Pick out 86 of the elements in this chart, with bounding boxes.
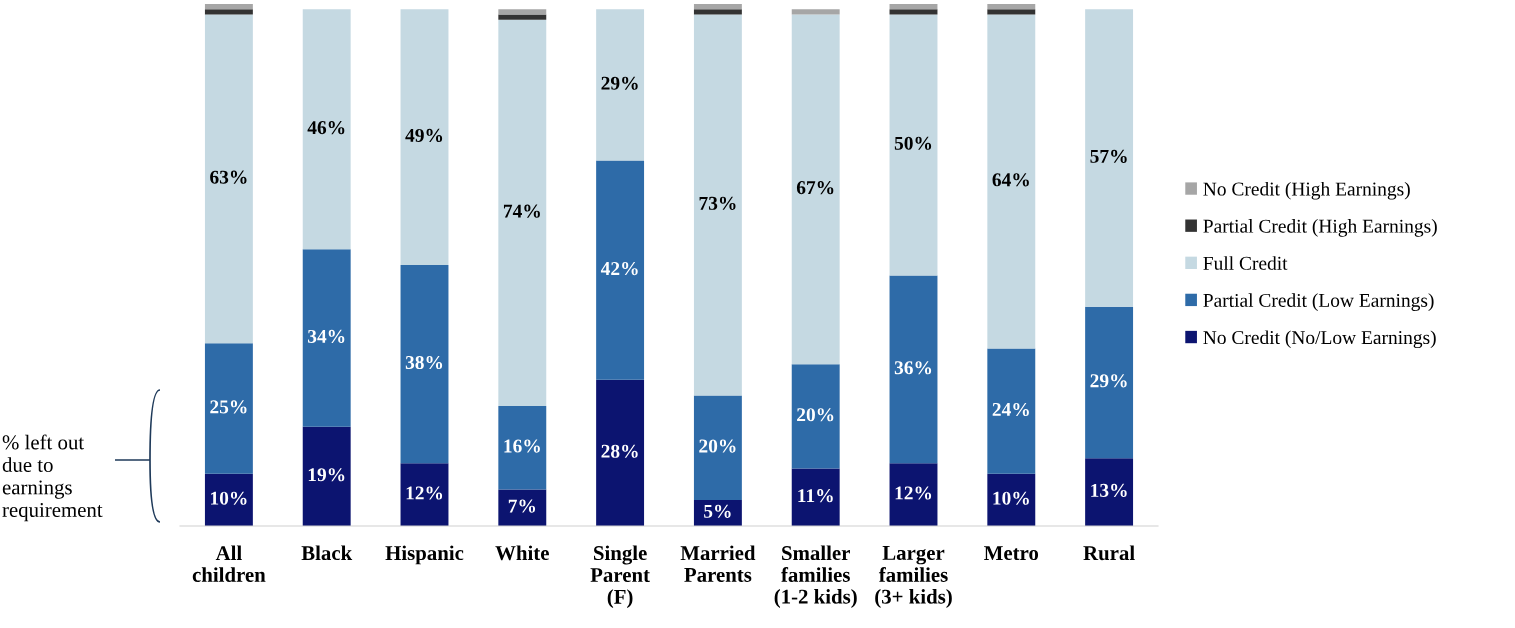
bar	[987, 14, 1036, 349]
data-label: 10%	[211, 491, 247, 505]
legend-label: Full Credit	[1203, 256, 1288, 270]
data-label: 74%	[503, 204, 540, 218]
bar	[302, 249, 351, 427]
data-label: 57%	[1090, 149, 1127, 163]
bar	[1085, 458, 1134, 526]
x-tick-label: Rural	[1083, 545, 1135, 561]
bar	[987, 9, 1036, 15]
x-tick-label: White	[495, 545, 549, 561]
bar	[693, 9, 742, 15]
bar	[204, 4, 253, 10]
bar	[791, 14, 840, 365]
legend-label: No Credit (High Earnings)	[1203, 181, 1410, 200]
data-label: 46%	[307, 121, 345, 135]
data-label: 25%	[210, 400, 247, 414]
legend-label: No Credit (No/Low Earnings)	[1203, 330, 1436, 349]
data-label: 19%	[308, 468, 345, 482]
bar	[596, 9, 645, 161]
bar	[596, 379, 645, 526]
data-label: 20%	[797, 408, 834, 422]
bar	[596, 160, 645, 380]
legend-label: Partial Credit (Low Earnings)	[1203, 293, 1434, 311]
x-tick-label: Hispanic	[385, 545, 464, 565]
bar	[693, 395, 742, 500]
bar	[889, 4, 938, 10]
data-label: 64%	[992, 173, 1029, 187]
data-label: 7%	[508, 499, 536, 513]
bar	[498, 14, 547, 20]
data-label: 50%	[894, 136, 932, 150]
bar	[1085, 9, 1134, 307]
bar	[302, 426, 351, 526]
x-tick-label: Single Parent (F)	[590, 545, 650, 609]
x-tick-label: Metro	[984, 546, 1039, 561]
data-label: 42%	[600, 261, 638, 276]
data-label: 12%	[406, 486, 443, 500]
bar	[987, 348, 1036, 474]
data-label: 28%	[601, 444, 638, 458]
bar	[204, 473, 253, 526]
bar	[693, 4, 742, 10]
bar	[791, 468, 840, 526]
bar	[889, 275, 938, 464]
data-label: 5%	[704, 504, 731, 518]
data-label: 38%	[405, 355, 443, 370]
data-label: 13%	[1091, 483, 1127, 497]
x-tick-label: All children	[192, 545, 266, 582]
data-label: 49%	[405, 128, 443, 143]
data-label: 24%	[992, 402, 1029, 417]
bar	[204, 14, 253, 344]
bar	[791, 364, 840, 469]
bar	[1085, 306, 1134, 459]
bar	[498, 405, 547, 490]
bar	[498, 19, 547, 406]
bar	[400, 463, 449, 526]
bar	[498, 9, 547, 15]
bar	[889, 463, 938, 526]
bar	[498, 489, 547, 526]
bar	[204, 9, 253, 15]
data-label: 73%	[699, 196, 736, 210]
bar	[987, 473, 1036, 526]
bar	[693, 14, 742, 396]
data-label: 36%	[894, 361, 932, 375]
data-label: 29%	[601, 76, 638, 90]
x-tick-label: Black	[301, 545, 353, 561]
bar	[400, 265, 449, 464]
bar	[987, 4, 1036, 10]
legend-label: Partial Credit (High Earnings)	[1203, 219, 1437, 237]
data-label: 29%	[1090, 374, 1127, 388]
data-label: 12%	[895, 486, 932, 500]
x-tick-label: Married Parents	[680, 545, 756, 582]
bar	[791, 9, 840, 15]
bar	[889, 14, 938, 276]
bar	[400, 9, 449, 265]
data-label: 16%	[504, 439, 540, 453]
text: % left out due to earnings requirement	[2, 434, 103, 522]
x-tick-label: Larger families (3+ kids)	[875, 546, 952, 608]
data-label: 11%	[798, 489, 833, 503]
bar	[204, 343, 253, 474]
data-label: 10%	[993, 491, 1029, 505]
x-tick-label: Smaller families (1-2 kids)	[774, 545, 857, 608]
data-label: 34%	[307, 329, 345, 344]
bar	[302, 9, 351, 250]
data-label: 67%	[796, 181, 834, 195]
data-label: 20%	[699, 439, 736, 453]
bar	[889, 9, 938, 15]
data-label: 63%	[210, 170, 247, 184]
